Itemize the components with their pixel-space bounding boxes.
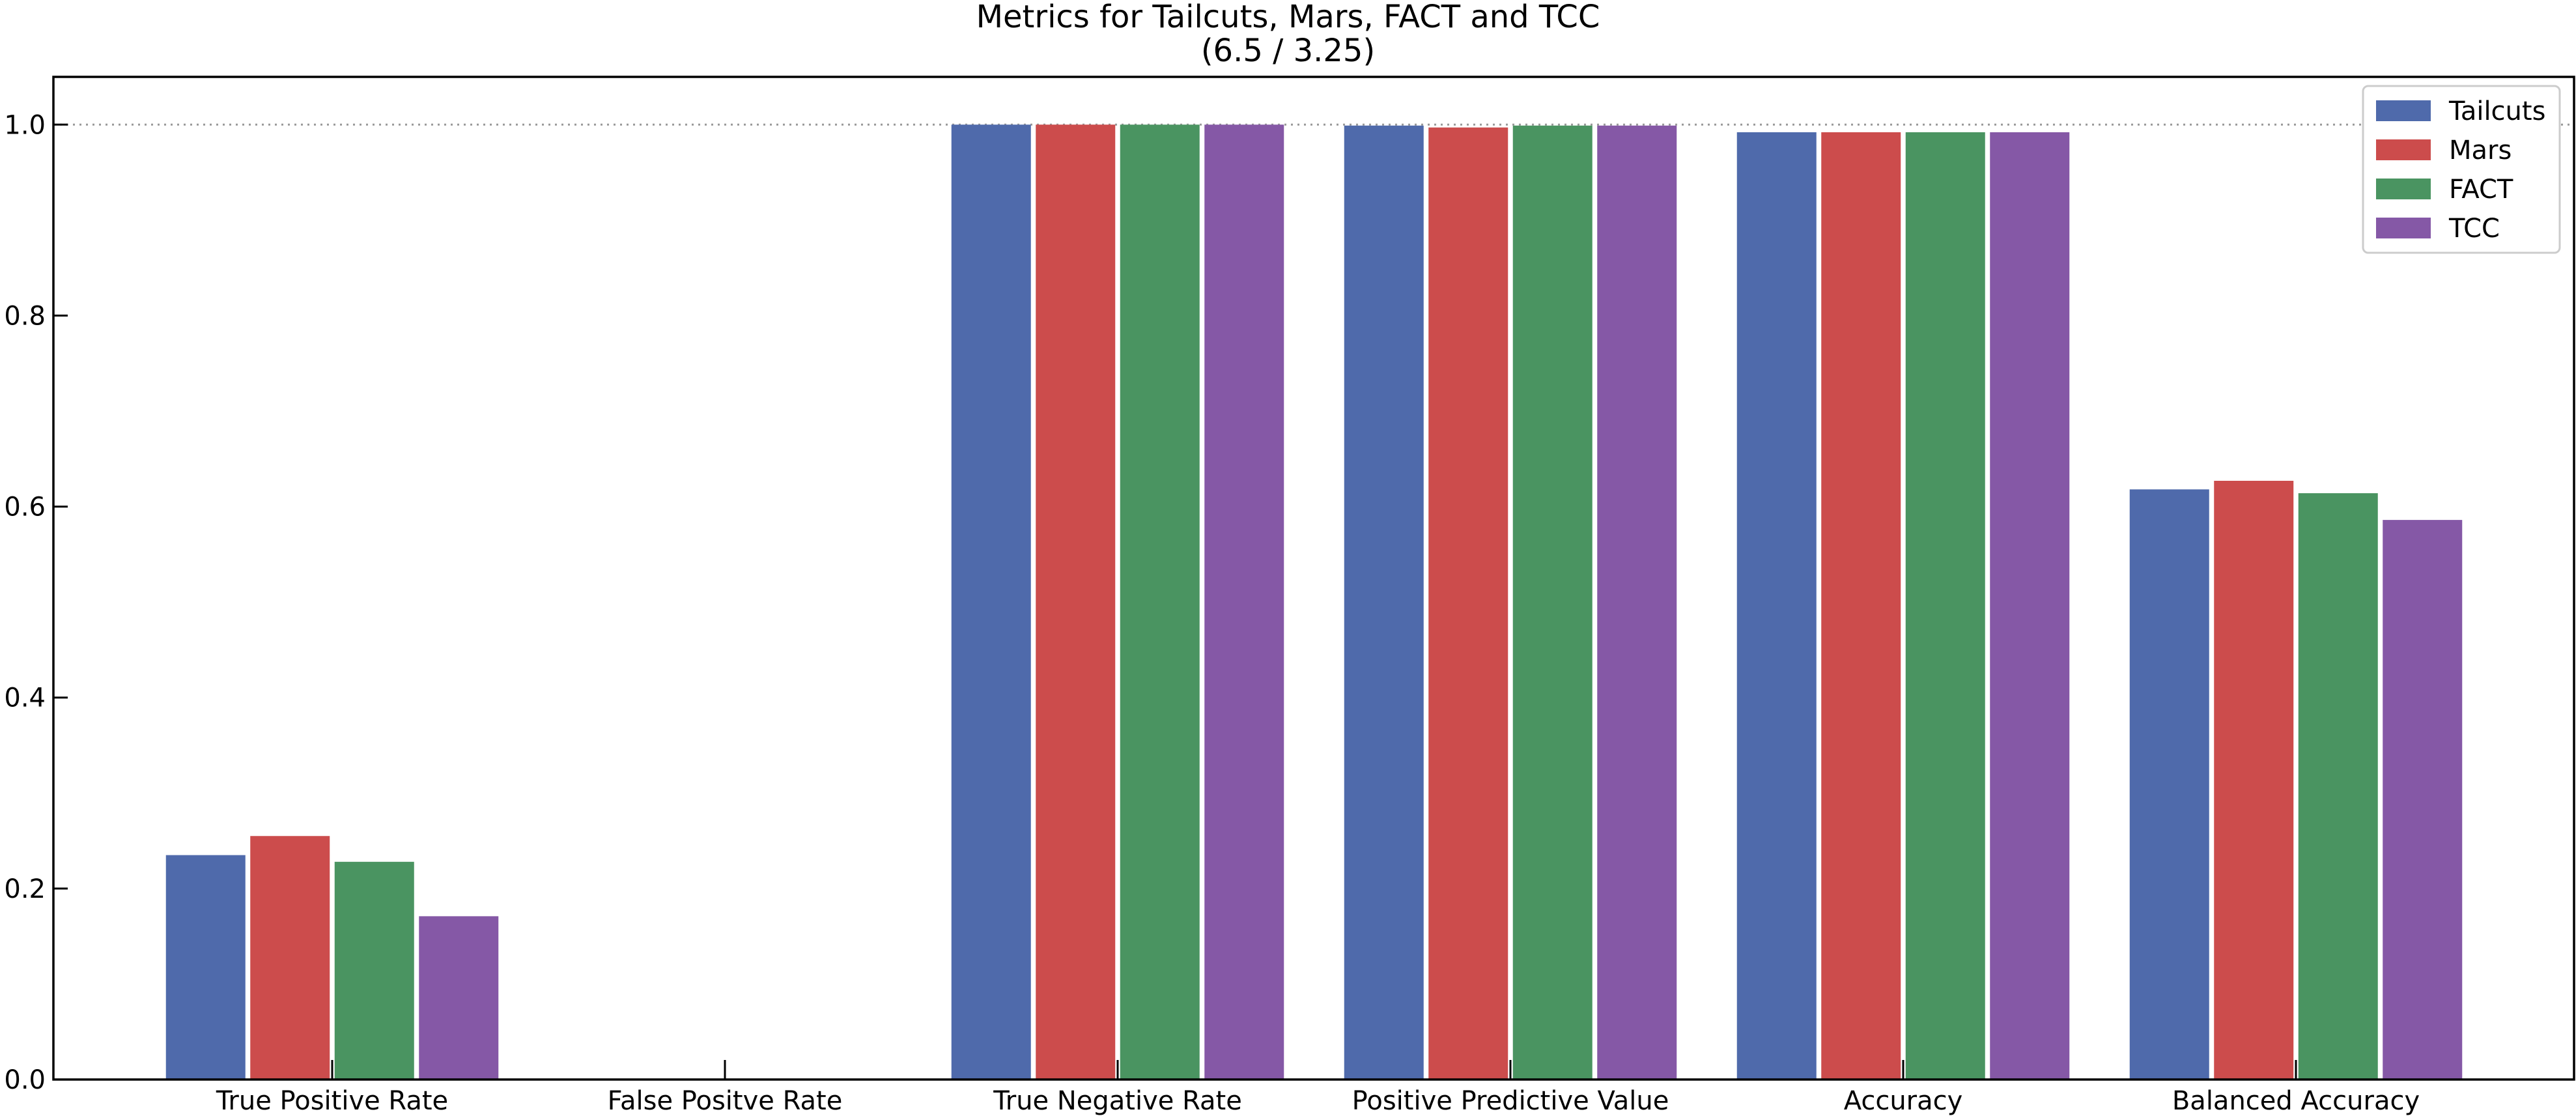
bar-tailcuts-5 xyxy=(2129,489,2209,1080)
legend xyxy=(2362,85,2561,254)
x-tick-label: True Negative Rate xyxy=(993,1086,1242,1116)
x-tick-label: Positive Predictive Value xyxy=(1352,1086,1669,1116)
bar-mars-4 xyxy=(1821,132,1901,1080)
bar-fact-4 xyxy=(1905,132,1985,1080)
bar-mars-5 xyxy=(2214,480,2294,1080)
x-tick-label: Balanced Accuracy xyxy=(2172,1086,2420,1116)
legend-swatch-fact xyxy=(2376,179,2431,199)
bar-mars-0 xyxy=(250,836,330,1080)
x-tick-label: False Positve Rate xyxy=(608,1086,843,1116)
legend-label-fact: FACT xyxy=(2449,175,2513,205)
y-tick-label: 0.0 xyxy=(4,1065,46,1095)
y-tick-label: 1.0 xyxy=(4,110,46,140)
bar-tcc-4 xyxy=(1990,132,2070,1080)
bar-tailcuts-4 xyxy=(1736,132,1817,1080)
bar-fact-2 xyxy=(1120,124,1200,1080)
bar-fact-0 xyxy=(334,861,414,1080)
legend-swatch-tcc xyxy=(2376,218,2431,238)
x-tick-label: True Positive Rate xyxy=(216,1086,448,1116)
bar-mars-3 xyxy=(1428,127,1508,1080)
bar-mars-2 xyxy=(1036,124,1116,1080)
legend-swatch-tailcuts xyxy=(2376,100,2431,121)
bar-tcc-0 xyxy=(419,916,499,1080)
x-tick-label: Accuracy xyxy=(1844,1086,1963,1116)
bar-tailcuts-2 xyxy=(951,124,1031,1080)
plot-frame xyxy=(52,76,2575,1081)
y-tick-label: 0.2 xyxy=(4,874,46,904)
bar-tcc-2 xyxy=(1204,124,1284,1080)
legend-swatch-mars xyxy=(2376,139,2431,160)
chart-subtitle: (6.5 / 3.25) xyxy=(1200,33,1376,69)
bar-tailcuts-3 xyxy=(1344,125,1424,1080)
bar-fact-3 xyxy=(1512,125,1592,1080)
legend-label-tcc: TCC xyxy=(2448,214,2500,244)
legend-label-tailcuts: Tailcuts xyxy=(2448,96,2545,126)
legend-label-mars: Mars xyxy=(2449,136,2512,165)
chart-title: Metrics for Tailcuts, Mars, FACT and TCC xyxy=(976,0,1600,35)
bar-tailcuts-0 xyxy=(165,855,246,1080)
bar-tcc-3 xyxy=(1597,125,1677,1080)
bar-fact-5 xyxy=(2298,493,2378,1080)
bar-tcc-5 xyxy=(2383,520,2463,1080)
y-tick-label: 0.8 xyxy=(4,301,46,331)
y-tick-label: 0.4 xyxy=(4,683,46,713)
y-tick-label: 0.6 xyxy=(4,493,46,522)
